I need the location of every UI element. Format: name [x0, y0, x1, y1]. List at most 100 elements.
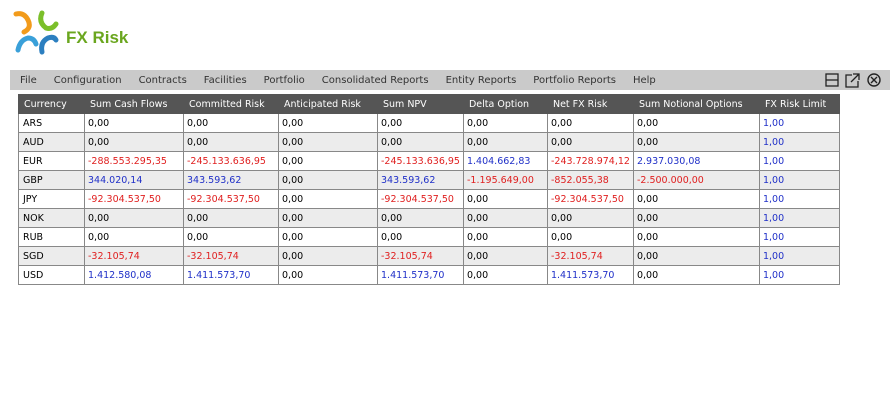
table-row[interactable]: USD 1.412.580,08 1.411.573,70 0,00 1.411.573… — [18, 265, 840, 285]
app-title: FX Risk — [66, 28, 129, 47]
value-cell: 343.593,62 — [183, 170, 279, 190]
value-cell: 0,00 — [377, 208, 464, 228]
currency-cell: EUR — [18, 151, 85, 171]
value-cell: -92.304.537,50 — [183, 189, 279, 209]
value-cell: 0,00 — [462, 113, 548, 133]
table-row[interactable]: ARS 0,00 0,00 0,00 0,00 0,00 0,00 0,00 1,00 — [18, 113, 840, 133]
value-cell: 0,00 — [462, 246, 548, 266]
popout-button[interactable] — [845, 73, 860, 88]
column-header[interactable]: Anticipated Risk — [278, 94, 378, 114]
value-cell: -32.105,74 — [84, 246, 184, 266]
value-cell: -92.304.537,50 — [546, 189, 634, 209]
value-cell: -92.304.537,50 — [84, 189, 184, 209]
value-cell: 0,00 — [183, 227, 279, 247]
value-cell: 343.593,62 — [377, 170, 464, 190]
menu-item[interactable]: Portfolio Reports — [533, 74, 616, 86]
value-cell: 0,00 — [278, 246, 378, 266]
value-cell: -245.133.636,95 — [183, 151, 279, 171]
value-cell: 1,00 — [758, 170, 840, 190]
value-cell: 0,00 — [632, 132, 760, 152]
close-button[interactable] — [867, 73, 881, 87]
value-cell: 1.411.573,70 — [377, 265, 464, 285]
value-cell: 0,00 — [546, 113, 634, 133]
value-cell: 1,00 — [758, 227, 840, 247]
value-cell: -92.304.537,50 — [377, 189, 464, 209]
menu-item[interactable]: Portfolio — [263, 74, 305, 86]
value-cell: -32.105,74 — [546, 246, 634, 266]
window-controls — [825, 73, 881, 88]
value-cell: -288.553.295,35 — [84, 151, 184, 171]
value-cell: -245.133.636,95 — [377, 151, 464, 171]
table-row[interactable]: EUR -288.553.295,35 -245.133.636,95 0,00 -24… — [18, 151, 840, 171]
value-cell: 0,00 — [84, 113, 184, 133]
value-cell: 0,00 — [84, 208, 184, 228]
value-cell: 0,00 — [377, 113, 464, 133]
minimize-button[interactable] — [825, 73, 839, 87]
value-cell: -243.728.974,12 — [546, 151, 634, 171]
value-cell: 0,00 — [632, 189, 760, 209]
value-cell: 0,00 — [377, 132, 464, 152]
value-cell: 0,00 — [546, 132, 634, 152]
value-cell: 0,00 — [462, 189, 548, 209]
value-cell: 0,00 — [278, 189, 378, 209]
value-cell: 0,00 — [278, 227, 378, 247]
value-cell: 1.404.662,83 — [462, 151, 548, 171]
value-cell: 1,00 — [758, 208, 840, 228]
value-cell: 0,00 — [632, 208, 760, 228]
table-row[interactable]: SGD -32.105,74 -32.105,74 0,00 -32.105,74 0,0… — [18, 246, 840, 266]
column-header[interactable]: Delta Option — [462, 94, 548, 114]
currency-cell: RUB — [18, 227, 85, 247]
value-cell: -852.055,38 — [546, 170, 634, 190]
value-cell: 0,00 — [278, 265, 378, 285]
column-header[interactable]: Net FX Risk — [546, 94, 634, 114]
value-cell: 0,00 — [462, 227, 548, 247]
value-cell: 0,00 — [183, 113, 279, 133]
menu-item[interactable]: Entity Reports — [445, 74, 517, 86]
currency-cell: AUD — [18, 132, 85, 152]
value-cell: 0,00 — [546, 208, 634, 228]
menu-item[interactable]: Help — [632, 74, 656, 86]
value-cell: 0,00 — [632, 227, 760, 247]
column-header[interactable]: Sum Cash Flows — [84, 94, 184, 114]
column-header[interactable]: Sum Notional Options — [632, 94, 760, 114]
value-cell: 1,00 — [758, 113, 840, 133]
currency-cell: JPY — [18, 189, 85, 209]
column-header[interactable]: Sum NPV — [377, 94, 464, 114]
value-cell: 1.411.573,70 — [546, 265, 634, 285]
menu-item[interactable]: Configuration — [53, 74, 122, 86]
value-cell: 0,00 — [377, 227, 464, 247]
column-header[interactable]: Committed Risk — [183, 94, 279, 114]
value-cell: 0,00 — [632, 265, 760, 285]
menu-item[interactable]: Consolidated Reports — [321, 74, 429, 86]
value-cell: 1,00 — [758, 189, 840, 209]
menu-item[interactable]: File — [20, 74, 37, 86]
value-cell: 0,00 — [84, 227, 184, 247]
value-cell: 0,00 — [462, 132, 548, 152]
value-cell: -32.105,74 — [377, 246, 464, 266]
value-cell: -32.105,74 — [183, 246, 279, 266]
menu-item[interactable]: Contracts — [138, 74, 187, 86]
value-cell: 0,00 — [278, 151, 378, 171]
currency-cell: NOK — [18, 208, 85, 228]
column-header[interactable]: FX Risk Limit — [758, 94, 840, 114]
table-row[interactable]: RUB 0,00 0,00 0,00 0,00 0,00 0,00 0,00 1,00 — [18, 227, 840, 247]
table-row[interactable]: NOK 0,00 0,00 0,00 0,00 0,00 0,00 0,00 1,00 — [18, 208, 840, 228]
value-cell: -2.500.000,00 — [632, 170, 760, 190]
value-cell: 0,00 — [278, 132, 378, 152]
logo — [13, 10, 59, 55]
value-cell: 1,00 — [758, 265, 840, 285]
table-row[interactable]: GBP 344.020,14 343.593,62 0,00 343.593,62 -1.… — [18, 170, 840, 190]
value-cell: 0,00 — [546, 227, 634, 247]
value-cell: 0,00 — [632, 246, 760, 266]
value-cell: 1.412.580,08 — [84, 265, 184, 285]
column-header[interactable]: Currency — [18, 94, 85, 114]
value-cell: 2.937.030,08 — [632, 151, 760, 171]
menu-item[interactable]: Facilities — [203, 74, 247, 86]
header-row: Currency Sum Cash Flows Committed Risk Anti… — [18, 94, 840, 114]
value-cell: 0,00 — [278, 170, 378, 190]
value-cell: 0,00 — [183, 208, 279, 228]
table-row[interactable]: AUD 0,00 0,00 0,00 0,00 0,00 0,00 0,00 1,00 — [18, 132, 840, 152]
value-cell: 0,00 — [278, 208, 378, 228]
table-row[interactable]: JPY -92.304.537,50 -92.304.537,50 0,00 -92.3… — [18, 189, 840, 209]
